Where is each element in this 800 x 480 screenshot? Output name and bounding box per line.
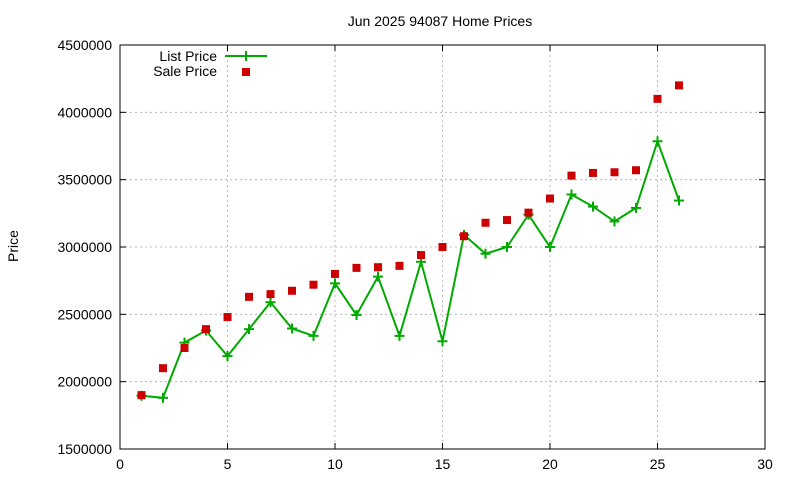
x-tick-label: 20 xyxy=(542,456,558,472)
y-tick-label: 4000000 xyxy=(57,104,112,120)
sale-price-point xyxy=(223,313,232,322)
sale-price-point xyxy=(524,208,533,217)
series-layer xyxy=(136,81,684,403)
y-tick-label: 3000000 xyxy=(57,239,112,255)
list-price-point xyxy=(631,202,641,213)
sale-price-point xyxy=(331,269,339,278)
list-price-point xyxy=(502,242,512,252)
legend-label-list-price: List Price xyxy=(159,48,217,64)
sale-price-point xyxy=(503,216,511,225)
sale-price-point xyxy=(202,325,210,334)
sale-price-point xyxy=(675,81,683,90)
list-price-point xyxy=(244,324,254,335)
y-tick-label: 4500000 xyxy=(57,37,112,53)
x-tick-label: 25 xyxy=(650,456,666,472)
axis-ticks: 1500000 2000000 2500000 3000000 3500000 40000… xyxy=(57,37,773,472)
sale-price-point xyxy=(245,292,253,301)
y-tick-label: 3500000 xyxy=(57,172,112,188)
legend-label-sale-price: Sale Price xyxy=(153,63,217,79)
list-price-point xyxy=(545,242,555,252)
sale-price-point xyxy=(567,171,576,180)
x-tick-label: 15 xyxy=(435,456,451,472)
list-price-point xyxy=(652,136,663,147)
chart-title: Jun 2025 94087 Home Prices xyxy=(348,13,532,29)
list-price-point xyxy=(158,392,168,403)
list-price-point xyxy=(308,330,319,341)
list-price-point xyxy=(674,195,684,206)
sale-price-point xyxy=(374,263,382,272)
sale-price-point xyxy=(546,194,554,203)
list-price-point xyxy=(265,297,276,308)
sale-price-point xyxy=(632,166,640,175)
list-price-point xyxy=(287,323,297,334)
list-price-point xyxy=(373,271,383,282)
sale-price-point xyxy=(395,261,404,270)
sale-price-point xyxy=(288,286,296,295)
list-price-line xyxy=(141,138,680,399)
list-price-point xyxy=(222,351,233,362)
list-price-point xyxy=(437,336,448,347)
sale-price-point xyxy=(610,168,619,177)
sale-price-point xyxy=(266,290,275,299)
sale-price-point xyxy=(159,364,167,373)
sale-price-point xyxy=(352,263,361,272)
x-tick-label: 0 xyxy=(116,456,124,472)
sale-price-point xyxy=(180,344,189,352)
x-tick-label: 5 xyxy=(224,456,232,472)
y-tick-label: 2500000 xyxy=(57,306,112,322)
x-tick-label: 30 xyxy=(757,456,773,472)
sale-price-point xyxy=(460,232,468,241)
y-tick-label: 1500000 xyxy=(57,441,112,457)
sale-price-point xyxy=(653,94,662,103)
sale-price-point xyxy=(137,391,146,400)
list-price-point xyxy=(351,310,362,321)
sale-price-point xyxy=(438,243,447,251)
sale-price-point xyxy=(309,280,318,289)
legend-swatch-sale-price xyxy=(242,68,250,76)
list-price-point xyxy=(480,248,491,259)
sale-price-point xyxy=(417,251,425,260)
sale-price-point xyxy=(481,218,490,227)
list-price-point xyxy=(609,216,620,227)
list-price-point xyxy=(566,189,577,200)
sale-price-point xyxy=(589,168,597,177)
list-price-point xyxy=(394,330,405,341)
legend-swatch-list-price-marker xyxy=(241,51,251,61)
x-tick-label: 10 xyxy=(327,456,343,472)
list-price-point xyxy=(330,278,340,289)
y-tick-label: 2000000 xyxy=(57,374,112,390)
list-price-point xyxy=(588,201,598,212)
y-axis-label: Price xyxy=(5,230,21,262)
